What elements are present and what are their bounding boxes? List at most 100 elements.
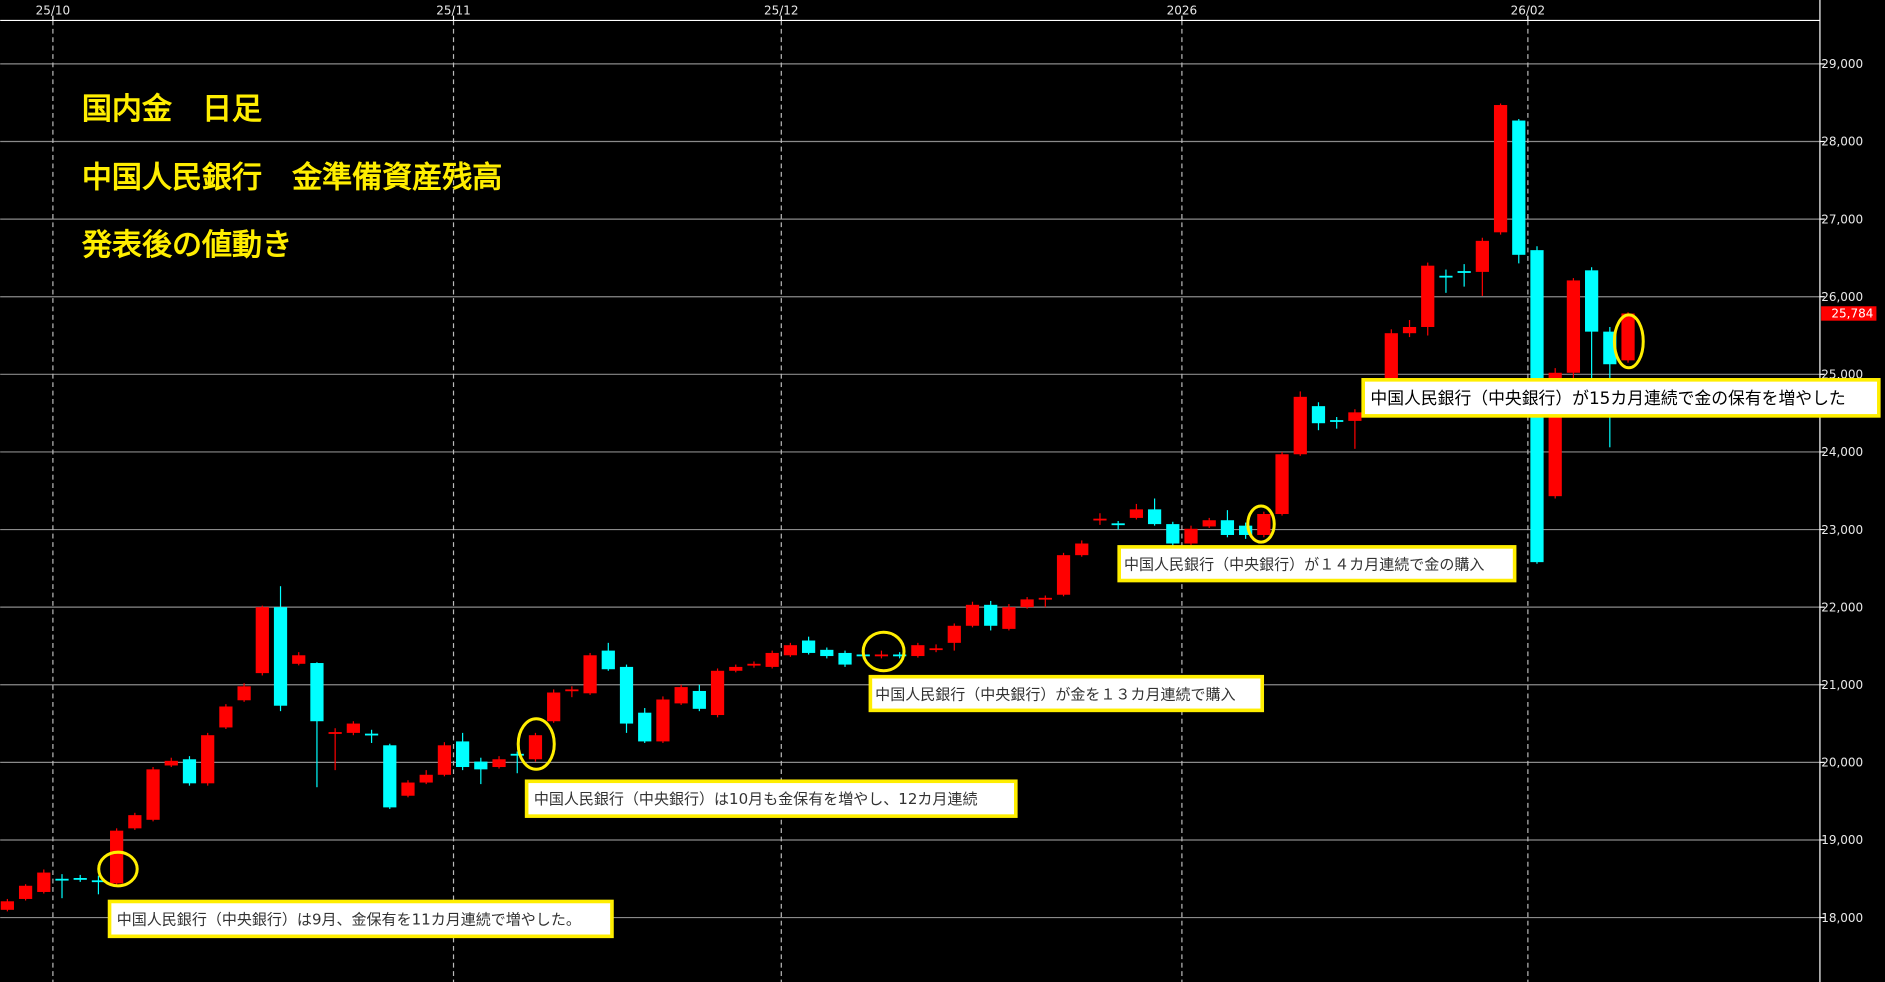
annotation-box <box>1361 378 1881 418</box>
highlight-ellipse <box>861 630 906 673</box>
candle-body <box>984 604 998 626</box>
candle-body <box>1311 406 1326 424</box>
candle-body <box>510 753 524 756</box>
candle-body <box>1202 520 1216 527</box>
x-tick-label: 2026 <box>1167 3 1198 17</box>
candle-body <box>1421 265 1435 327</box>
candle-body <box>1439 275 1453 278</box>
annotation-text: 中国人民銀行（中央銀行）が金を１３カ月連続で購入 <box>875 686 1235 704</box>
candle-body <box>255 607 269 674</box>
candle-body <box>346 723 360 733</box>
y-tick-label: 26,000 <box>1821 290 1863 304</box>
candle-body <box>18 885 33 899</box>
candle-body <box>1056 555 1071 595</box>
y-tick-label: 29,000 <box>1821 57 1863 71</box>
candle-body <box>1275 454 1289 515</box>
candle-body <box>1038 597 1052 600</box>
candle-body <box>1348 412 1362 421</box>
candle-body <box>1166 524 1180 544</box>
candle-body <box>492 759 506 768</box>
candle-body <box>310 663 324 722</box>
candle-body <box>547 692 561 722</box>
candle-body <box>364 733 379 736</box>
candle-body <box>1475 240 1489 272</box>
candle-body <box>164 760 178 766</box>
candle-body <box>893 654 907 657</box>
candle-body <box>37 872 51 892</box>
candle-body <box>91 880 106 883</box>
y-tick-label: 24,000 <box>1821 445 1863 459</box>
annotation-text: 中国人民銀行（中央銀行）が15カ月連続で金の保有を増やした <box>1370 388 1845 408</box>
candle-body <box>619 666 634 724</box>
grid <box>0 20 1820 982</box>
candle-body <box>874 654 889 657</box>
candle-body <box>1257 514 1271 535</box>
candle-body <box>273 607 288 706</box>
annotation-box <box>524 779 1018 818</box>
y-tick-label: 20,000 <box>1821 756 1863 770</box>
candle-body <box>182 759 197 784</box>
annotation-text: 中国人民銀行（中央銀行）は9月、金保有を11カ月連続で増やした。 <box>117 910 581 928</box>
x-tick-label: 26/02 <box>1511 3 1546 17</box>
annotation-box <box>107 899 614 939</box>
candle-body <box>747 663 761 666</box>
candle-body <box>1566 280 1581 373</box>
annotation-box <box>1117 545 1517 583</box>
candle-body <box>674 687 688 704</box>
candle-body <box>292 655 306 664</box>
annotation-text: 中国人民銀行（中央銀行）は10月も金保有を増やし、12カ月連続 <box>534 790 978 808</box>
candle-body <box>401 782 415 796</box>
candle-body <box>128 815 142 829</box>
candle-body <box>1129 509 1143 518</box>
candle-body <box>1384 333 1398 380</box>
y-tick-label: 18,000 <box>1821 911 1863 925</box>
candle-body <box>0 901 14 910</box>
candle-body <box>474 761 488 770</box>
annotation-text: 中国人民銀行（中央銀行）が１４カ月連続で金の購入 <box>1124 556 1484 574</box>
candle-body <box>1093 518 1107 521</box>
title-line: 発表後の値動き <box>81 228 292 263</box>
overlay: 国内金 日足 中国人民銀行 金準備資産残高 発表後の値動き 中国人民銀行（中央銀… <box>81 92 1881 939</box>
title-line: 中国人民銀行 金準備資産残高 <box>82 161 502 196</box>
candle-body <box>729 666 743 671</box>
highlight-ellipse <box>97 850 139 888</box>
y-tick-label: 28,000 <box>1821 135 1863 149</box>
candle-body <box>565 689 579 692</box>
candle-body <box>201 735 215 784</box>
candle-body <box>783 645 798 656</box>
candle-body <box>601 650 615 670</box>
y-tick-label: 27,000 <box>1821 212 1863 226</box>
candle-body <box>1330 420 1344 422</box>
y-tick-label: 22,000 <box>1821 600 1863 614</box>
y-tick-label: 23,000 <box>1821 523 1863 537</box>
candle-body <box>110 830 124 884</box>
candle-body <box>1220 520 1235 535</box>
candle-body <box>929 648 943 651</box>
candle-body <box>383 745 397 808</box>
last-price-label: 25,784 <box>1831 307 1873 321</box>
candle-body <box>1002 607 1016 629</box>
candle-body <box>419 774 433 783</box>
candle-body <box>638 712 652 742</box>
candle-body <box>947 625 961 643</box>
candle-body <box>692 690 706 709</box>
candle-body <box>1402 326 1417 334</box>
candle-body <box>710 670 725 716</box>
candle-body <box>1293 396 1307 455</box>
candle-body <box>820 649 834 657</box>
candle-body <box>1147 509 1162 525</box>
candle-body <box>1585 270 1599 332</box>
candle-body <box>328 732 342 734</box>
candle-body <box>437 745 452 775</box>
candle-body <box>1512 120 1526 255</box>
candle-body <box>965 604 980 626</box>
candle-body <box>1020 599 1034 608</box>
y-tick-label: 19,000 <box>1821 833 1863 847</box>
candle-body <box>765 652 779 667</box>
candle-body <box>456 741 470 768</box>
candle-body <box>1493 105 1508 233</box>
candle-body <box>911 645 925 657</box>
candle-body <box>1184 528 1198 544</box>
